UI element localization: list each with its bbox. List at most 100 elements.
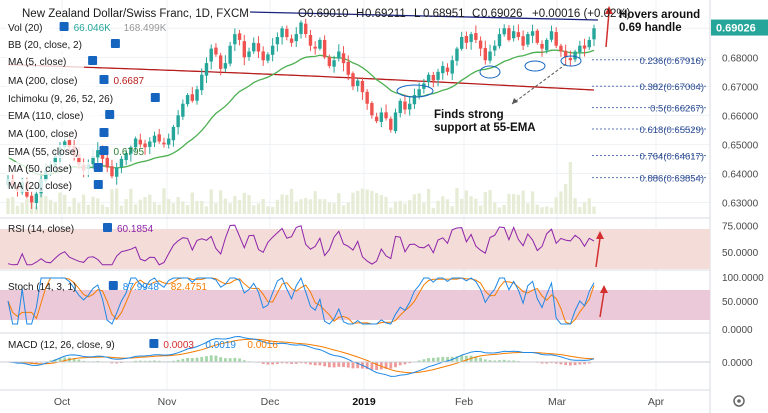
volume-bar bbox=[464, 190, 469, 214]
legend-value: 0.6795 bbox=[114, 147, 145, 158]
volume-bar bbox=[162, 188, 166, 214]
volume-bar bbox=[242, 192, 246, 214]
candle-body bbox=[77, 154, 81, 165]
macd-hist-bar bbox=[299, 362, 303, 364]
pane-label: Stoch (14, 3, 1) bbox=[8, 282, 76, 293]
macd-hist-bar bbox=[63, 357, 67, 362]
candle-body bbox=[322, 39, 327, 58]
volume-bar bbox=[152, 202, 157, 214]
volume-bar bbox=[237, 199, 242, 214]
volume-bar bbox=[270, 207, 275, 214]
volume-bar bbox=[34, 206, 39, 214]
candle-body bbox=[53, 155, 57, 167]
volume-bar bbox=[573, 198, 577, 214]
volume-bar bbox=[204, 206, 209, 214]
macd-hist-bar bbox=[313, 362, 317, 366]
ohlc-readout: O 0.69010 H 0.69211 L 0.68951 C 0.69026 +0.00016… bbox=[298, 8, 631, 20]
candle-body bbox=[398, 100, 402, 114]
candle-body bbox=[252, 42, 256, 52]
macd-hist-bar bbox=[115, 362, 119, 364]
macd-hist-bar bbox=[493, 360, 497, 362]
support-circle[interactable] bbox=[479, 65, 501, 79]
candle-body bbox=[426, 74, 431, 83]
candle-body bbox=[190, 94, 195, 101]
volume-bar bbox=[559, 191, 563, 214]
stoch-k-path bbox=[7, 276, 595, 325]
price-axis[interactable]: 0.690000.680000.670000.660000.650000.640… bbox=[711, 19, 768, 369]
macd-hist-bar bbox=[568, 362, 572, 366]
candle-body bbox=[129, 147, 133, 154]
candle-body bbox=[582, 45, 587, 49]
macd-hist-bar bbox=[294, 362, 298, 364]
macd-hist-bar bbox=[58, 358, 62, 362]
volume-bar bbox=[285, 195, 289, 214]
resistance-trendline[interactable] bbox=[249, 11, 599, 21]
candle-body bbox=[29, 195, 34, 203]
macd-hist-bar bbox=[143, 360, 147, 362]
macd-hist-bar bbox=[545, 362, 549, 364]
volume-bar bbox=[337, 193, 341, 214]
support-circle[interactable] bbox=[560, 55, 582, 67]
candle-body bbox=[171, 126, 176, 141]
macd-hist-bar bbox=[540, 362, 544, 364]
candle-body bbox=[119, 158, 124, 168]
support-circle[interactable] bbox=[524, 60, 546, 72]
volume-bar bbox=[455, 188, 459, 214]
price-tick-label: 0.65000 bbox=[722, 140, 759, 151]
settings-gear-icon[interactable] bbox=[733, 395, 745, 407]
legend-eye-icon bbox=[93, 163, 103, 172]
volume-bar bbox=[148, 194, 152, 214]
legend-value: 168.499K bbox=[124, 23, 167, 34]
candle-body bbox=[195, 89, 199, 101]
macd-hist-bar bbox=[474, 356, 478, 362]
legend-eye-icon bbox=[88, 56, 98, 65]
volume-bar bbox=[379, 195, 383, 214]
macd-hist-bar bbox=[134, 360, 138, 362]
fib-label: 0.618(0.65529) bbox=[640, 125, 704, 136]
legend-row-bg bbox=[6, 145, 96, 158]
volume-bar bbox=[384, 196, 388, 214]
volume-bar bbox=[412, 194, 417, 214]
support-circle[interactable] bbox=[396, 84, 434, 98]
volume-bar bbox=[389, 207, 393, 214]
candle-body bbox=[110, 166, 114, 177]
legend-row-bg bbox=[6, 109, 102, 122]
volume-bar bbox=[474, 198, 478, 214]
volume-bar bbox=[587, 198, 591, 214]
macd-hist-bar bbox=[242, 360, 246, 362]
candle-body bbox=[441, 66, 445, 74]
volume-bar bbox=[304, 198, 308, 214]
macd-hist-bar bbox=[171, 360, 175, 362]
volume-bar bbox=[247, 194, 251, 214]
fib-label: 0.886(0.63854) bbox=[640, 174, 704, 185]
volume-bar bbox=[512, 194, 516, 214]
candle-body bbox=[176, 115, 180, 128]
macd-hist-bar bbox=[153, 360, 156, 362]
volume-bar bbox=[346, 202, 350, 214]
candle-body bbox=[299, 22, 303, 34]
macd-hist-bar bbox=[327, 362, 331, 368]
volume-bar bbox=[521, 190, 525, 214]
candle-body bbox=[389, 118, 393, 130]
volume-bar bbox=[119, 205, 124, 214]
macd-hist-bar bbox=[403, 362, 407, 365]
volume-bar bbox=[493, 202, 497, 214]
macd-hist-bar bbox=[431, 357, 435, 362]
candle-body bbox=[592, 28, 596, 40]
volume-bar bbox=[261, 198, 265, 214]
volume-bar bbox=[176, 197, 180, 214]
volume-bar bbox=[58, 192, 62, 214]
macd-lines bbox=[0, 335, 710, 377]
pane-value: 82.4751 bbox=[171, 282, 208, 293]
candle-body bbox=[204, 63, 209, 76]
time-axis[interactable]: Oct Nov Dec 2019 Feb Mar Apr bbox=[54, 396, 665, 408]
macd-hist-bar bbox=[351, 362, 355, 369]
pane-value: 0.0019 bbox=[205, 340, 236, 351]
volume-bar bbox=[327, 202, 332, 214]
volume-bar bbox=[526, 203, 530, 214]
candle-body bbox=[370, 103, 374, 116]
volume-bar bbox=[460, 198, 464, 214]
candle-body bbox=[332, 60, 336, 67]
candle-body bbox=[337, 51, 341, 59]
